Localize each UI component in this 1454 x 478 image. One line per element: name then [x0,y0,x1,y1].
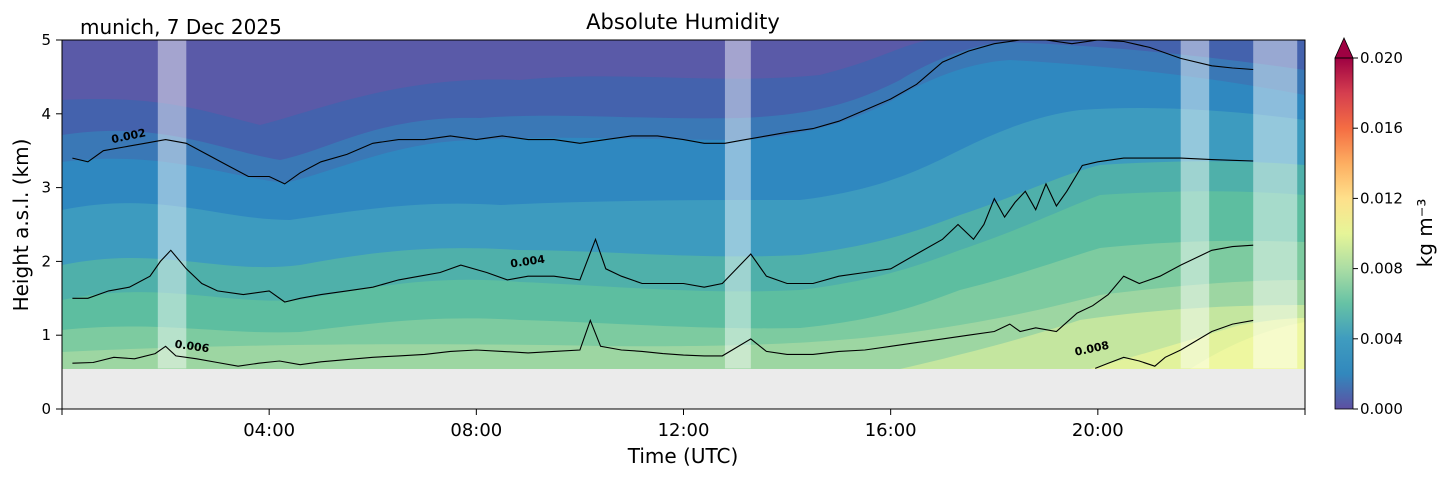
contour-label-0.004: 0.004 [510,253,547,271]
x-tick-label: 08:00 [450,420,502,441]
y-tick-label: 4 [41,105,51,123]
x-tick-label: 20:00 [1072,420,1124,441]
y-tick-label: 5 [41,31,51,49]
colorbar-tick-label: 0.012 [1360,189,1403,207]
colorbar-tick-label: 0.016 [1360,119,1403,137]
colorbar-tick-label: 0.000 [1360,400,1403,418]
band-11 [1190,322,1305,369]
colorbar-label: kg m⁻³ [1413,199,1437,268]
colorbar-gradient [1335,58,1353,409]
data-gap-1 [724,40,751,369]
no-data-region [62,369,1305,409]
humidity-bands [62,40,1305,409]
y-tick-label: 3 [41,179,51,197]
contour-line-0.004 [72,157,1254,303]
colorbar-extend-arrow [1334,37,1354,59]
colorbar-frame [1334,57,1354,410]
data-gaps [157,40,1298,369]
data-gap-0 [157,40,187,369]
colorbar-tick-label: 0.004 [1360,330,1403,348]
y-tick-label: 0 [41,400,51,418]
x-tick-label: 16:00 [865,420,917,441]
data-gap-3 [1253,40,1298,369]
colorbar: 0.000 0.004 0.008 0.012 0.016 0.020 kg m⁻³ [1334,37,1437,418]
y-axis-label: Height a.s.l. (km) [9,139,33,312]
contour-lines [72,40,1254,369]
colorbar-tick-label: 0.008 [1360,260,1403,278]
colorbar-tick-label: 0.020 [1360,49,1403,67]
y-axis-ticks: 0 1 2 3 4 5 [41,31,62,418]
location-date-label: munich, 7 Dec 2025 [80,15,282,39]
contour-line-0.002 [72,40,1254,185]
x-tick-label: 04:00 [243,420,295,441]
y-tick-label: 2 [41,252,51,270]
x-axis-label: Time (UTC) [627,444,739,468]
x-tick-label: 12:00 [658,420,710,441]
colorbar-ticks: 0.000 0.004 0.008 0.012 0.016 0.020 [1353,49,1403,418]
x-axis-ticks: 04:00 08:00 12:00 16:00 20:00 [61,409,1306,441]
data-gap-2 [1180,40,1210,369]
chart-title: Absolute Humidity [586,10,780,34]
contour-line-0.006 [72,244,1254,367]
contour-line-0.008 [1094,319,1254,369]
y-tick-label: 1 [41,326,51,344]
contour-label-0.006: 0.006 [174,338,211,356]
